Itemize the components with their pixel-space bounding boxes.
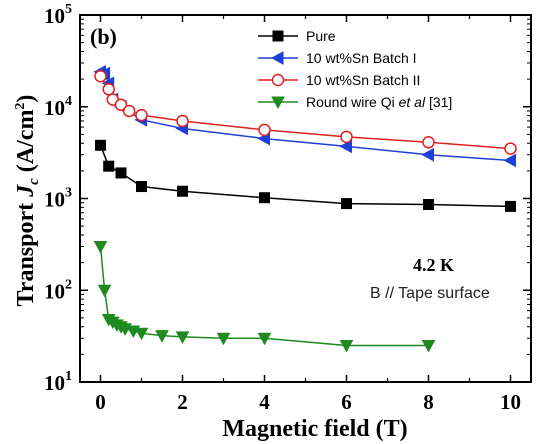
legend-entry: 10 wt%Sn Batch II [258,72,420,88]
data-point [95,139,106,151]
data-point [155,330,169,343]
data-point [421,339,436,353]
data-point [136,181,147,193]
y-axis-title: Transport Jc (A/cm2) [13,95,42,307]
series-2 [94,69,517,155]
data-point [102,83,115,96]
legend-label: 10 wt%Sn Batch II [306,72,420,88]
y-tick-label: 104 [44,94,72,120]
data-point [176,114,189,128]
x-tick-label: 8 [423,390,434,414]
data-point [505,200,516,212]
x-tick-label: 4 [259,390,270,414]
data-point [134,327,149,341]
legend-marker [270,51,284,65]
x-axis-title: Magnetic field (T) [222,416,407,442]
legend-label: 10 wt%Sn Batch I [306,50,417,66]
data-point [94,69,107,83]
legend-entry: Round wire Qi et al [31] [258,94,452,110]
legend-marker [272,30,284,42]
x-tick-label: 10 [500,390,521,414]
data-point [422,136,435,149]
data-point [93,240,108,254]
x-tick-label: 0 [95,390,106,414]
data-point [340,130,353,144]
data-point [216,332,231,346]
data-point [114,98,128,112]
y-tick-label: 102 [44,277,72,303]
data-point [257,332,272,346]
data-point [339,339,354,353]
data-point [503,153,516,168]
orientation-annotation: B // Tape surface [370,285,490,302]
data-point [97,284,112,298]
legend-label: Round wire Qi et al [31] [306,94,452,110]
data-point [177,185,188,197]
legend-entry: Pure [258,28,336,44]
legend-marker [271,96,285,110]
legend-marker [271,73,285,87]
series-3 [93,240,436,353]
data-point [258,123,271,137]
data-point [423,199,434,211]
legend-label: Pure [306,28,336,44]
data-point [115,167,127,179]
y-tick-label: 103 [44,186,72,212]
data-point [122,104,136,118]
data-point [341,198,352,210]
plot-frame [79,14,532,383]
legend-entry: 10 wt%Sn Batch I [258,50,417,66]
series-line [99,145,511,208]
temperature-annotation: 4.2 K [413,255,454,275]
data-point [135,108,148,122]
data-point [103,160,115,172]
y-tick-label: 101 [44,369,72,395]
data-point [504,142,517,155]
data-point [259,192,270,204]
data-point [175,331,190,344]
y-tick-label: 105 [44,2,72,28]
series-1 [93,65,516,168]
data-point [339,139,352,154]
data-point [421,147,434,162]
x-tick-label: 2 [177,390,188,414]
series-0 [95,139,516,212]
x-tick-label: 6 [341,390,352,414]
panel-label: (b) [90,24,117,49]
